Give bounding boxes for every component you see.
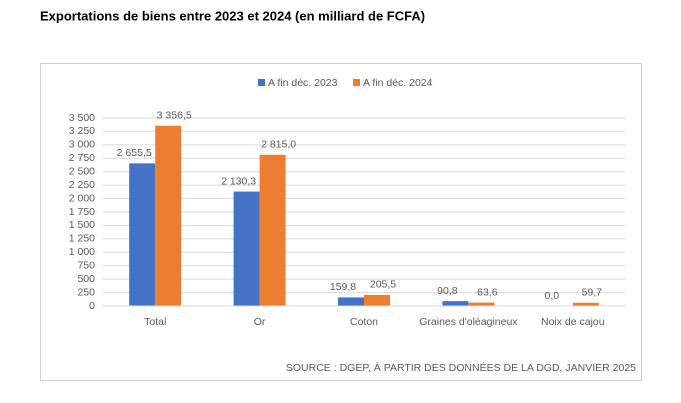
bar [468,302,495,306]
y-tick-label: 3 000 [69,139,95,151]
data-label: 2 655,5 [117,147,152,159]
chart-frame [40,63,642,381]
y-tick-label: 2 000 [69,192,95,204]
x-tick-label: Coton [350,316,378,328]
y-tick-label: 3 500 [69,112,95,124]
bar [259,154,286,306]
y-tick-label: 2 500 [69,165,95,177]
data-label: 205,5 [370,279,396,291]
bar [129,163,156,306]
legend-label: A fin déc. 2023 [268,77,338,89]
data-label: 63,6 [477,286,498,298]
bar [155,125,182,306]
data-label: 159,8 [330,281,356,293]
x-tick-label: Noix de cajou [541,316,605,328]
data-label: 2 815,0 [261,139,296,151]
bar [442,301,469,306]
y-tick-label: 500 [77,273,95,285]
y-tick-label: 0 [89,300,95,312]
data-label: 0,0 [544,290,559,302]
y-tick-label: 750 [77,259,95,271]
y-tick-label: 1 750 [69,206,95,218]
bar [233,191,260,306]
legend-swatch [258,79,265,86]
bar [364,294,390,306]
legend-label: A fin déc. 2024 [363,77,433,89]
bar [338,297,364,306]
y-tick-label: 1 250 [69,233,95,245]
x-tick-label: Graines d'oléagineux [419,316,518,328]
data-label: 59,7 [582,287,603,299]
source-note: SOURCE : DGEP, À PARTIR DES DONNÉES DE L… [286,361,636,374]
bar [572,302,599,306]
y-tick-label: 2 750 [69,152,95,164]
data-label: 90,8 [437,285,458,297]
x-tick-label: Total [144,316,166,328]
data-label: 3 356,5 [157,109,192,121]
data-label: 2 130,3 [221,175,256,187]
legend-swatch [353,79,360,86]
chart-title: Exportations de biens entre 2023 et 2024… [40,8,425,23]
y-tick-label: 1 000 [69,246,95,258]
y-tick-label: 1 500 [69,219,95,231]
x-tick-label: Or [254,316,266,328]
y-tick-label: 3 250 [69,125,95,137]
y-tick-label: 250 [77,286,95,298]
y-tick-label: 2 250 [69,179,95,191]
